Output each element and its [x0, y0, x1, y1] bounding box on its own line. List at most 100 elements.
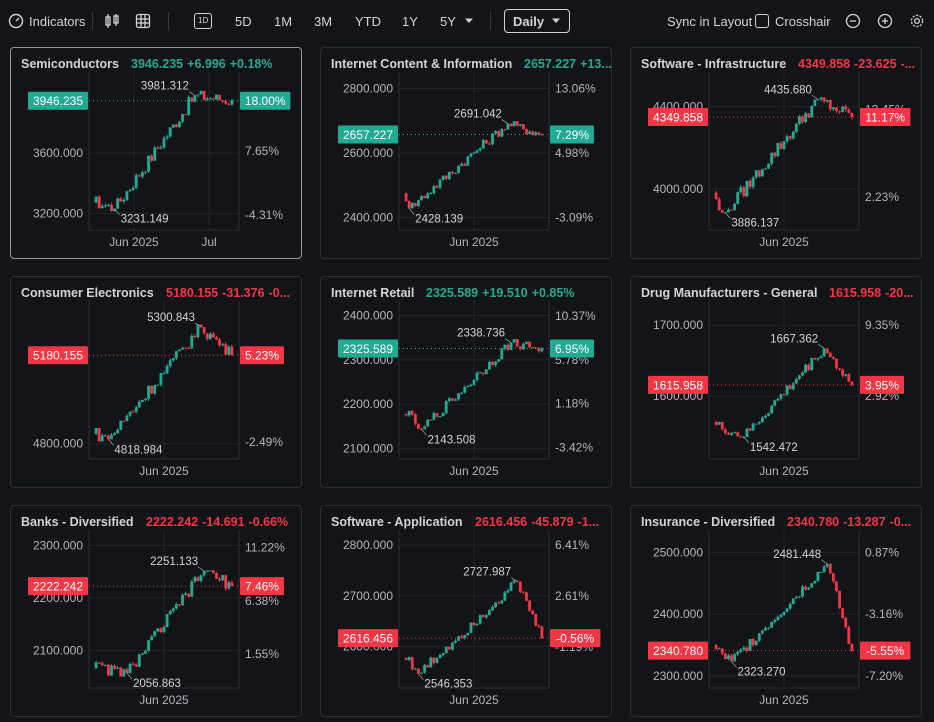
last-price-badge	[648, 641, 708, 660]
candle-body	[497, 602, 501, 604]
candle-body	[534, 347, 538, 349]
chart-panel[interactable]: Software - Application 2616.456 -45.879 -1.…	[320, 505, 612, 717]
crosshair-toggle[interactable]: Crosshair	[755, 10, 831, 32]
low-pointer	[731, 661, 737, 668]
last-price: 4349.858	[798, 57, 851, 71]
candle-body	[515, 121, 519, 126]
panel-title[interactable]: Software - Infrastructure	[641, 57, 787, 71]
range-1m-button[interactable]: 1M	[274, 10, 292, 32]
candle-body	[153, 631, 157, 637]
candle-body	[205, 333, 209, 340]
time-axis-label: Jun 2025	[139, 464, 189, 478]
sync-in-layout-button[interactable]: Sync in Layout	[667, 10, 752, 32]
candle-body	[491, 133, 494, 145]
candle-body	[190, 97, 194, 102]
panel-title[interactable]: Drug Manufacturers - General	[641, 286, 818, 300]
price-axis-label: 2600.000	[343, 146, 393, 160]
panel-title[interactable]: Semiconductors	[21, 57, 119, 71]
candle-body	[110, 204, 113, 212]
candle-body	[178, 604, 181, 606]
zoom-in-button[interactable]	[877, 10, 893, 32]
candle-body	[723, 653, 727, 660]
price-axis-label: 3200.000	[33, 206, 83, 220]
candle-body	[801, 586, 804, 597]
candle-body	[779, 143, 783, 149]
chart-panel[interactable]: Drug Manufacturers - General 1615.958 -20.…	[630, 276, 922, 488]
candle-body	[441, 175, 445, 180]
candle-body	[850, 643, 854, 651]
panel-title[interactable]: Consumer Electronics	[21, 286, 154, 300]
panel-title[interactable]: Software - Application	[331, 515, 463, 529]
range-5y-dropdown[interactable]: 5Y	[440, 10, 474, 32]
candle-body	[785, 385, 789, 395]
percent-axis-label: 2.23%	[865, 190, 899, 204]
mini-chart[interactable]: 4800.000 -2.49% Jun 2025 5300.843 4818.984 51…	[11, 277, 302, 488]
chart-panel[interactable]: Semiconductors 3946.235 +6.996 +0.18% 3600.0…	[10, 47, 302, 259]
candle-body	[113, 208, 117, 212]
candle-body	[733, 654, 737, 662]
candle-body	[801, 116, 804, 122]
candles-button[interactable]	[103, 10, 121, 32]
chart-panel[interactable]: Internet Content & Information 2657.227 +1…	[320, 47, 612, 259]
last-price-badge	[28, 346, 88, 365]
panel-title[interactable]: Internet Content & Information	[331, 57, 513, 71]
chart-panel[interactable]: Consumer Electronics 5180.155 -31.376 -0...…	[10, 276, 302, 488]
candle-body	[534, 614, 538, 626]
timeframe-dropdown[interactable]: Daily	[504, 9, 571, 33]
price-axis-label: 1700.000	[653, 318, 703, 332]
range-ytd-button[interactable]: YTD	[355, 10, 381, 32]
panel-title[interactable]: Internet Retail	[331, 286, 415, 300]
time-axis-label: Jun 2025	[759, 464, 809, 478]
candle-body	[500, 129, 504, 137]
panel-title[interactable]: Insurance - Diversified	[641, 515, 776, 529]
low-label: 3231.149	[121, 214, 169, 226]
price-axis-label: 2100.000	[33, 643, 83, 657]
gauge-icon	[8, 13, 24, 29]
candle-body	[838, 368, 841, 370]
low-pointer	[725, 212, 731, 219]
grid-icon	[134, 12, 152, 30]
crosshair-label: Crosshair	[775, 13, 831, 29]
mini-chart[interactable]: 2800.000 2600.000 2400.000 13.06% 4.98% -3.09…	[321, 48, 612, 259]
chart-panel[interactable]: Internet Retail 2325.589 +19.510 +0.85% 2400…	[320, 276, 612, 488]
chart-panel[interactable]: Insurance - Diversified 2340.780 -13.287 -0…	[630, 505, 922, 717]
crosshair-checkbox[interactable]	[755, 14, 769, 28]
candle-body	[804, 364, 808, 373]
mini-chart[interactable]: 2800.0002700.0002600.0006.41%2.61%-1.19%…	[321, 506, 612, 717]
range-3m-button[interactable]: 3M	[314, 10, 332, 32]
panel-title[interactable]: Banks - Diversified	[21, 515, 134, 529]
candle-body	[122, 420, 126, 422]
zoom-out-button[interactable]	[845, 10, 861, 32]
indicators-button[interactable]: Indicators	[8, 10, 85, 32]
range-1y-button[interactable]: 1Y	[402, 10, 418, 32]
chart-panel[interactable]: Banks - Diversified 2222.242 -14.691 -0.66%…	[10, 505, 302, 717]
percent-change: -0.66%	[248, 515, 289, 529]
candle-body	[107, 204, 110, 206]
candle-body	[835, 581, 838, 591]
interval-1d-button[interactable]: 1D	[194, 10, 213, 32]
price-axis-label: 2400.000	[343, 308, 393, 322]
candle-body	[171, 124, 175, 128]
candle-body	[754, 423, 758, 425]
candle-body	[847, 627, 851, 644]
mini-chart[interactable]: 2300.0002200.0002100.00011.22%6.38%1.55%…	[11, 506, 302, 717]
mini-chart[interactable]: 2500.000 2400.000 2300.000 0.87% -3.16% -7.20…	[631, 506, 922, 717]
high-pointer	[817, 344, 825, 349]
low-label: 2546.353	[424, 679, 472, 691]
candle-body	[844, 617, 848, 628]
candle-body	[810, 358, 814, 371]
mini-chart[interactable]: 3600.000 3200.000 7.65% -4.31% Jun 2025 Jul 39…	[11, 48, 302, 259]
chart-panel[interactable]: Software - Infrastructure 4349.858 -23.625…	[630, 47, 922, 259]
candle-body	[140, 400, 144, 402]
last-price-badge-label: 2222.242	[33, 580, 83, 594]
low-pointer	[743, 436, 750, 444]
settings-button[interactable]	[909, 10, 925, 32]
mini-chart[interactable]: 2400.0002300.0002200.0002100.00010.37%5.…	[321, 277, 612, 488]
percent-badge-label: 11.17%	[865, 111, 905, 125]
range-5d-button[interactable]: 5D	[235, 10, 252, 32]
percent-axis-label: 6.41%	[555, 538, 589, 552]
candle-body	[831, 107, 835, 110]
layout-grid-button[interactable]	[134, 10, 152, 32]
